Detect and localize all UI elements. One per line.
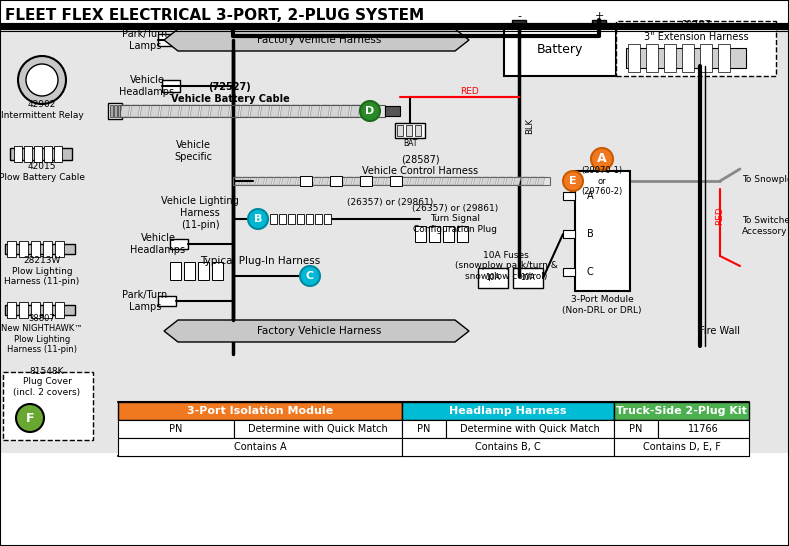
Polygon shape	[457, 177, 465, 185]
Bar	[614, 438, 749, 456]
Bar	[390, 176, 402, 186]
Bar	[170, 262, 181, 280]
Bar	[628, 44, 640, 72]
Polygon shape	[130, 105, 140, 117]
Polygon shape	[160, 105, 170, 117]
Polygon shape	[345, 177, 353, 185]
Text: Fire Wall: Fire Wall	[700, 326, 741, 336]
Bar	[457, 226, 468, 242]
Polygon shape	[360, 105, 370, 117]
Text: C: C	[306, 271, 314, 281]
Text: Headlamp Harness: Headlamp Harness	[449, 406, 567, 416]
Bar	[118, 402, 402, 420]
Bar	[402, 420, 446, 438]
Bar	[300, 176, 312, 186]
Text: C: C	[587, 267, 593, 277]
Bar	[443, 226, 454, 242]
Polygon shape	[521, 177, 529, 185]
Bar	[34, 146, 42, 162]
Bar	[504, 24, 616, 76]
Bar	[324, 214, 331, 224]
Text: Vehicle
Headlamps: Vehicle Headlamps	[130, 233, 185, 255]
Polygon shape	[273, 177, 281, 185]
Bar	[43, 241, 52, 257]
Text: Vehicle
Headlamps: Vehicle Headlamps	[119, 75, 174, 97]
Circle shape	[591, 148, 613, 170]
Text: Vehicle
Specific: Vehicle Specific	[174, 140, 212, 162]
Text: Vehicle Lighting
Harness
(11-pin): Vehicle Lighting Harness (11-pin)	[161, 197, 239, 230]
Polygon shape	[313, 177, 321, 185]
Text: A: A	[597, 152, 607, 165]
Bar	[184, 262, 195, 280]
Polygon shape	[300, 105, 310, 117]
Polygon shape	[537, 177, 545, 185]
Text: Contains A: Contains A	[234, 442, 286, 452]
Bar	[402, 402, 614, 420]
Polygon shape	[280, 105, 290, 117]
Polygon shape	[441, 177, 449, 185]
Polygon shape	[260, 105, 270, 117]
Text: Park/Turn
Lamps: Park/Turn Lamps	[122, 29, 167, 51]
Circle shape	[248, 209, 268, 229]
Bar	[114, 105, 117, 117]
Bar	[43, 302, 52, 318]
Polygon shape	[170, 105, 180, 117]
Text: 3-Port Isolation Module: 3-Port Isolation Module	[187, 406, 333, 416]
Circle shape	[18, 56, 66, 104]
Text: 81548K
Plug Cover
(incl. 2 covers): 81548K Plug Cover (incl. 2 covers)	[13, 367, 80, 397]
Polygon shape	[321, 177, 329, 185]
Polygon shape	[505, 177, 513, 185]
Bar	[315, 214, 322, 224]
Text: (28587)
Vehicle Control Harness: (28587) Vehicle Control Harness	[362, 154, 478, 176]
Circle shape	[360, 101, 380, 121]
Bar	[24, 146, 32, 162]
Bar	[118, 105, 121, 117]
Bar	[31, 241, 40, 257]
Bar	[73, 410, 79, 432]
Bar	[5, 305, 75, 315]
Polygon shape	[190, 105, 200, 117]
Bar	[3, 372, 93, 440]
Polygon shape	[417, 177, 425, 185]
Text: 3-Port Module
(Non-DRL or DRL): 3-Port Module (Non-DRL or DRL)	[563, 295, 641, 314]
Polygon shape	[164, 320, 469, 342]
Bar	[120, 105, 385, 117]
Bar	[446, 420, 614, 438]
Bar	[614, 402, 749, 420]
Text: Battery: Battery	[537, 44, 583, 56]
Polygon shape	[513, 177, 521, 185]
Polygon shape	[200, 105, 210, 117]
Bar	[563, 192, 575, 200]
Bar	[297, 214, 304, 224]
Text: 38807
New NIGHTHAWK™
Plow Lighting
Harness (11-pin): 38807 New NIGHTHAWK™ Plow Lighting Harne…	[2, 314, 83, 354]
Text: 28213W
Plow Lighting
Harness (11-pin): 28213W Plow Lighting Harness (11-pin)	[5, 256, 80, 286]
Text: PN: PN	[417, 424, 431, 434]
Bar	[402, 438, 614, 456]
Text: B: B	[587, 229, 593, 239]
Text: Truck-Side 2-Plug Kit: Truck-Side 2-Plug Kit	[616, 406, 747, 416]
Bar	[563, 230, 575, 238]
Text: FLEET FLEX ELECTRICAL 3-PORT, 2-PLUG SYSTEM: FLEET FLEX ELECTRICAL 3-PORT, 2-PLUG SYS…	[5, 9, 424, 23]
Text: PN: PN	[630, 424, 643, 434]
Text: +: +	[594, 11, 604, 21]
Text: 42902
Intermittent Relay: 42902 Intermittent Relay	[1, 100, 84, 120]
Text: F: F	[26, 412, 34, 424]
Polygon shape	[337, 177, 345, 185]
Polygon shape	[350, 105, 360, 117]
Polygon shape	[329, 177, 337, 185]
Bar	[158, 34, 176, 46]
Bar	[19, 241, 28, 257]
Bar	[478, 268, 508, 288]
Polygon shape	[401, 177, 409, 185]
Bar	[575, 171, 630, 291]
Polygon shape	[270, 105, 280, 117]
Bar	[54, 146, 62, 162]
Polygon shape	[164, 29, 469, 51]
Polygon shape	[240, 105, 250, 117]
Text: Factory Vehicle Harness: Factory Vehicle Harness	[257, 35, 382, 45]
Bar	[7, 241, 16, 257]
Bar	[700, 44, 712, 72]
Bar	[429, 226, 440, 242]
Polygon shape	[377, 177, 385, 185]
Polygon shape	[340, 105, 350, 117]
